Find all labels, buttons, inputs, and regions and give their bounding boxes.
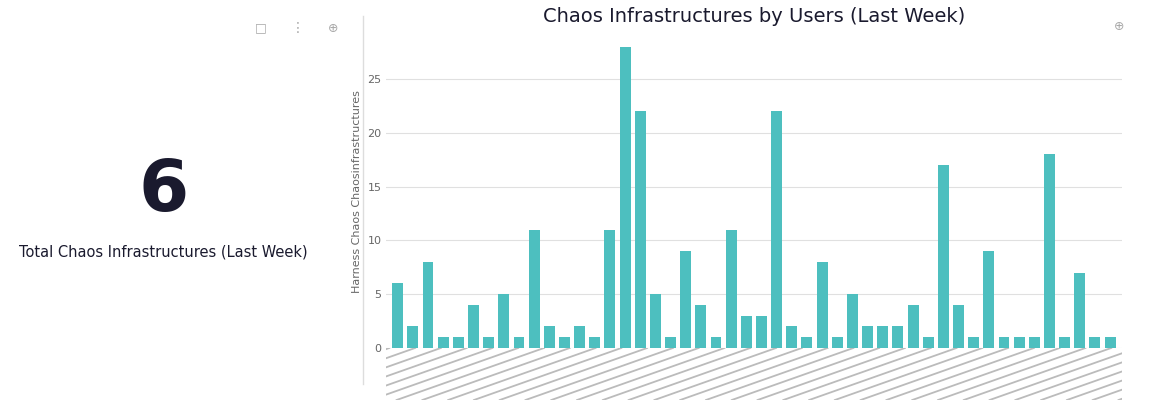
Bar	[543, 326, 555, 348]
Text: ⊕: ⊕	[1113, 20, 1125, 32]
Y-axis label: Harness Chaos Chaosinfrastructures: Harness Chaos Chaosinfrastructures	[352, 90, 361, 294]
Bar	[574, 326, 585, 348]
Bar	[407, 326, 418, 348]
Bar	[877, 326, 889, 348]
Bar	[786, 326, 798, 348]
Bar	[847, 294, 857, 348]
Text: ⊕: ⊕	[328, 22, 338, 34]
Bar	[559, 337, 570, 348]
Bar	[953, 305, 965, 348]
Bar	[1044, 154, 1055, 348]
Bar	[513, 337, 525, 348]
Bar	[892, 326, 904, 348]
Bar	[710, 337, 722, 348]
Bar	[938, 165, 948, 348]
Bar	[801, 337, 813, 348]
Bar	[1059, 337, 1070, 348]
Bar	[665, 337, 676, 348]
Bar	[983, 251, 994, 348]
Bar	[968, 337, 980, 348]
Bar	[999, 337, 1009, 348]
Bar	[923, 337, 933, 348]
Text: □: □	[256, 22, 267, 34]
Bar	[422, 262, 434, 348]
Title: Chaos Infrastructures by Users (Last Week): Chaos Infrastructures by Users (Last Wee…	[543, 7, 965, 26]
Bar	[1090, 337, 1100, 348]
Bar	[756, 316, 767, 348]
Bar	[695, 305, 707, 348]
Bar	[468, 305, 479, 348]
Bar	[1074, 273, 1085, 348]
Bar	[619, 47, 631, 348]
Bar	[771, 111, 782, 348]
Text: ⋮: ⋮	[290, 21, 304, 35]
Bar	[452, 337, 464, 348]
Bar	[650, 294, 661, 348]
Bar	[1029, 337, 1039, 348]
Bar	[741, 316, 752, 348]
Bar	[726, 230, 737, 348]
Bar	[817, 262, 828, 348]
Bar	[908, 305, 918, 348]
Bar	[528, 230, 540, 348]
Bar	[392, 284, 403, 348]
Bar	[862, 326, 874, 348]
Bar	[832, 337, 843, 348]
Bar	[589, 337, 600, 348]
Bar	[498, 294, 509, 348]
Bar	[483, 337, 494, 348]
Text: Total Chaos Infrastructures (Last Week): Total Chaos Infrastructures (Last Week)	[18, 244, 307, 260]
Bar	[437, 337, 449, 348]
Bar	[680, 251, 691, 348]
Bar	[604, 230, 616, 348]
Bar	[1105, 337, 1115, 348]
Bar	[1014, 337, 1024, 348]
Text: 6: 6	[138, 158, 189, 226]
Bar	[634, 111, 646, 348]
